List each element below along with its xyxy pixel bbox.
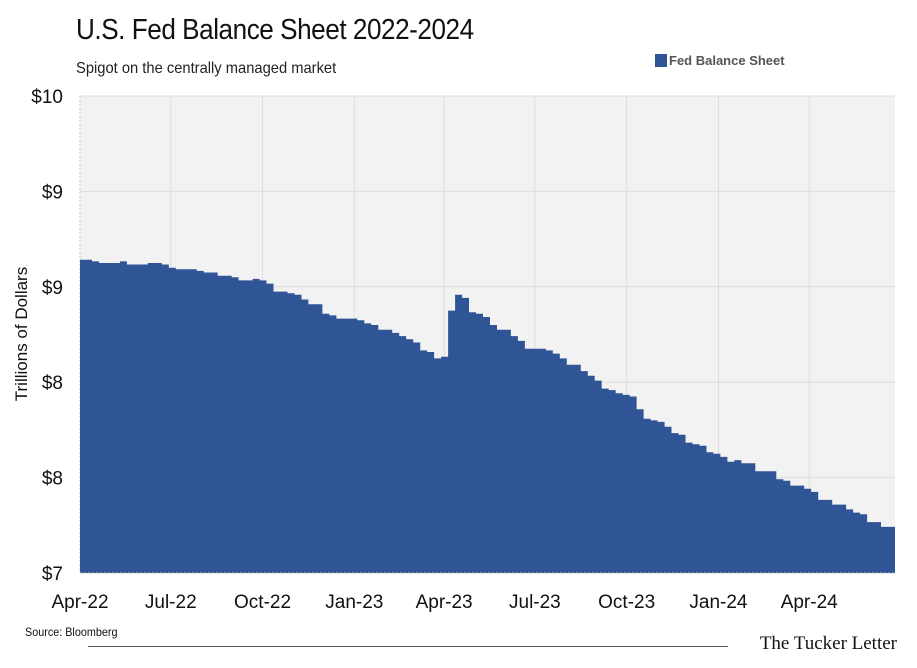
- x-axis-ticks: Apr-22 Jul-22 Oct-22 Jan-23 Apr-23 Jul-23 Oct-…: [51, 592, 838, 613]
- x-tick-label: Apr-22: [51, 592, 108, 613]
- x-tick-label: Jan-24: [689, 592, 748, 613]
- y-tick-label: $9: [42, 182, 63, 203]
- chart-subtitle: Spigot on the centrally managed market: [76, 60, 337, 77]
- footer-divider: [88, 646, 728, 647]
- x-tick-label: Apr-23: [416, 592, 473, 613]
- legend-label: Fed Balance Sheet: [669, 53, 785, 68]
- y-tick-label: $8: [42, 373, 63, 394]
- legend-swatch: [655, 54, 667, 67]
- balance-sheet-area: [80, 259, 895, 573]
- source-note: Source: Bloomberg: [25, 625, 118, 639]
- chart-title: U.S. Fed Balance Sheet 2022-2024: [76, 14, 474, 46]
- x-tick-label: Oct-22: [234, 592, 291, 613]
- y-tick-label: $9: [42, 278, 63, 299]
- brand-signature: The Tucker Letter: [759, 633, 897, 654]
- x-tick-label: Apr-24: [781, 592, 838, 613]
- y-tick-label: $8: [42, 469, 63, 490]
- x-tick-label: Jul-23: [509, 592, 561, 613]
- x-tick-label: Jul-22: [145, 592, 197, 613]
- y-tick-label: $7: [42, 564, 63, 585]
- x-tick-label: Oct-23: [598, 592, 655, 613]
- y-tick-label: $10: [31, 87, 63, 108]
- legend: Fed Balance Sheet: [655, 53, 785, 68]
- y-axis-ticks: $7 $8 $8 $9 $9 $10: [31, 87, 63, 585]
- x-tick-label: Jan-23: [325, 592, 383, 613]
